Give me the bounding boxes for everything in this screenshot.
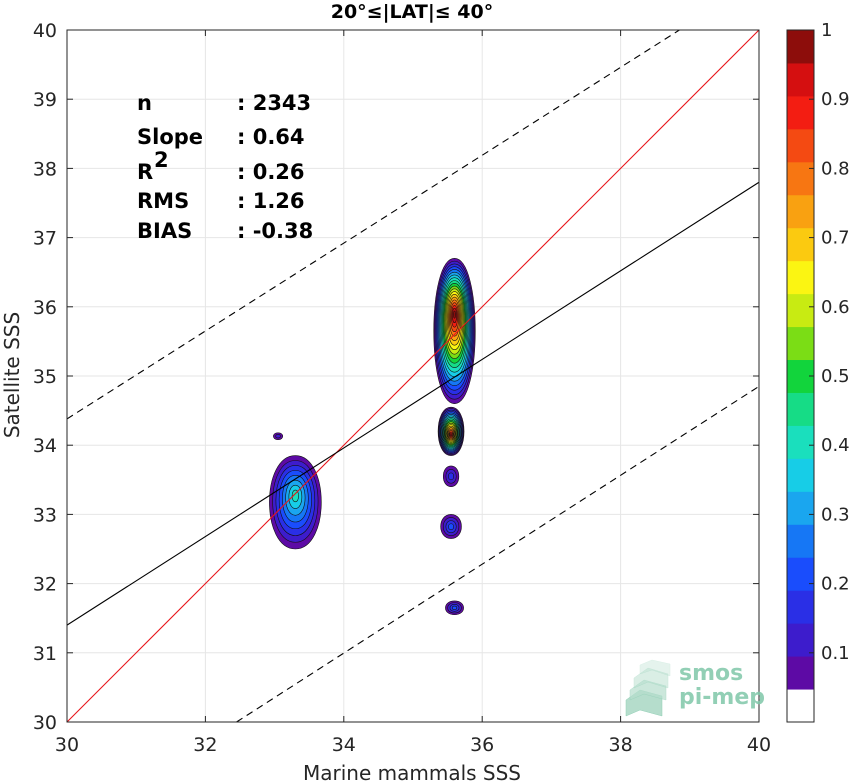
colorbar-tick-label: 0.1 <box>821 643 850 664</box>
stat-value: : 1.26 <box>237 189 305 213</box>
stat-label: BIAS <box>137 219 192 243</box>
colorbar-tick-label: 0.3 <box>821 504 850 525</box>
colorbar: 0.1 0.2 0.3 0.4 0.5 0.6 0.7 0.8 0.9 1 <box>786 20 850 723</box>
colorbar-segment <box>787 293 814 328</box>
density-contour <box>451 605 458 610</box>
colorbar-tick-label: 0.6 <box>821 297 850 318</box>
y-tick-label: 32 <box>33 574 57 596</box>
colorbar-tick-label: 0.8 <box>821 158 850 179</box>
stat-label: Slope <box>137 125 203 149</box>
x-tick-label: 30 <box>55 734 79 756</box>
colorbar-segment <box>787 260 814 295</box>
colorbar-tick-label: 0.4 <box>821 435 850 456</box>
colorbar-segment <box>787 161 814 196</box>
stat-label: n <box>137 91 152 115</box>
x-tick-label: 36 <box>470 734 494 756</box>
colorbar-tick-label: 0.9 <box>821 89 850 110</box>
x-tick-label: 34 <box>332 734 356 756</box>
colorbar-segment <box>787 62 814 97</box>
y-axis-label: Satellite SSS <box>0 312 24 438</box>
colorbar-segment <box>787 30 814 64</box>
colorbar-segment <box>787 425 814 459</box>
density-contour <box>275 434 281 439</box>
density-contour <box>291 489 299 503</box>
y-tick-label: 37 <box>33 228 57 250</box>
identity-line <box>66 29 760 723</box>
density-contours <box>269 258 476 616</box>
colorbar-tick-label: 0.5 <box>821 366 850 387</box>
colorbar-segment <box>787 590 814 624</box>
stat-label-superscript: 2 <box>154 148 169 172</box>
reference-lines <box>66 29 760 723</box>
y-tick-label: 34 <box>33 435 57 457</box>
colorbar-segment <box>787 194 814 229</box>
colorbar-segment <box>787 491 814 525</box>
colorbar-segment <box>787 128 814 163</box>
stat-value: : 2343 <box>237 91 311 115</box>
colorbar-segment <box>787 623 814 657</box>
colorbar-segment <box>787 689 814 723</box>
axis-ticks: 30 32 34 36 38 40 30 31 32 33 34 35 36 37 38 39 40 <box>33 20 771 756</box>
stat-label: RMS <box>137 189 189 213</box>
colorbar-segment <box>787 557 814 591</box>
regression-line <box>66 181 760 626</box>
logo-line2: pi-mep <box>679 685 765 710</box>
stat-value: : 0.26 <box>237 160 305 184</box>
density-contour <box>453 310 456 319</box>
upper-bound-line <box>66 29 680 420</box>
density-contour <box>450 433 453 437</box>
y-tick-label: 30 <box>33 712 57 734</box>
colorbar-segment <box>787 392 814 426</box>
density-contour <box>448 523 454 531</box>
colorbar-segment <box>787 326 814 361</box>
density-contour <box>448 472 454 481</box>
colorbar-segment <box>787 656 814 690</box>
stat-value: : -0.38 <box>237 219 313 243</box>
grid <box>67 30 759 722</box>
lower-bound-line <box>236 385 760 723</box>
colorbar-segment <box>787 227 814 262</box>
logo-line1: smos <box>679 661 743 686</box>
stat-value: : 0.64 <box>237 125 305 149</box>
colorbar-tick-label: 0.7 <box>821 228 850 249</box>
colorbar-segment <box>787 524 814 558</box>
y-tick-label: 38 <box>33 158 57 180</box>
x-tick-label: 32 <box>193 734 217 756</box>
x-axis-label: Marine mammals SSS <box>303 761 521 784</box>
stat-label: R <box>137 160 153 184</box>
x-tick-label: 40 <box>747 734 771 756</box>
logo-waves-icon <box>625 659 671 717</box>
x-tick-label: 38 <box>609 734 633 756</box>
chart-title: 20°≤|LAT|≤ 40° <box>331 1 494 23</box>
colorbar-tick-label: 1 <box>821 20 832 41</box>
stats-box: n : 2343 Slope : 0.64 R 2 : 0.26 RMS : 1.26 BIAS:… <box>137 91 313 243</box>
y-tick-label: 31 <box>33 643 57 665</box>
y-tick-label: 39 <box>33 89 57 111</box>
colorbar-segment <box>787 458 814 492</box>
y-tick-label: 40 <box>33 20 57 42</box>
y-tick-label: 36 <box>33 297 57 319</box>
colorbar-tick-label: 0.2 <box>821 574 850 595</box>
y-tick-label: 35 <box>33 366 57 388</box>
colorbar-segment <box>787 95 814 130</box>
smos-pimep-logo: smos pi-mep <box>625 659 765 717</box>
y-tick-label: 33 <box>33 504 57 526</box>
